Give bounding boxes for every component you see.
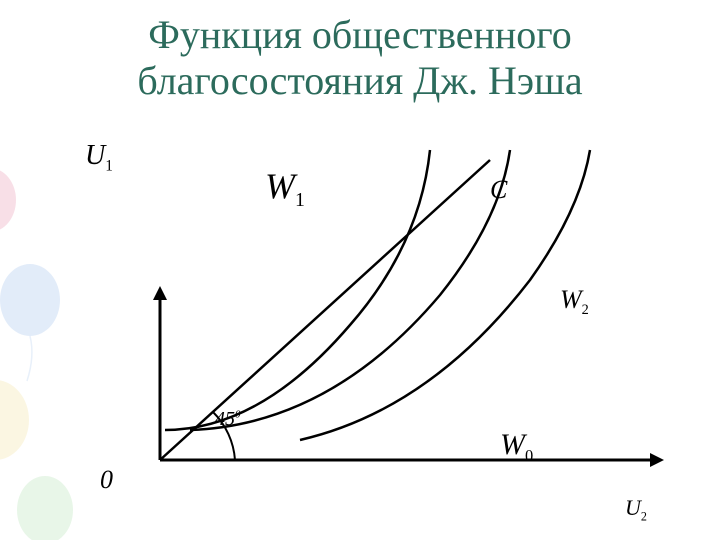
label-origin0: 0 (100, 465, 113, 495)
title-line2: благосостояния Дж. Нэша (137, 58, 582, 103)
nash-welfare-chart: U1W1CW2W00450U2 (70, 150, 710, 540)
label-C: C (490, 175, 507, 205)
ref-line-45 (160, 160, 490, 460)
label-U1: U1 (85, 140, 113, 176)
label-W1: W1 (265, 165, 305, 212)
page-title: Функция общественного благосостояния Дж.… (0, 12, 720, 104)
label-W2: W2 (560, 285, 589, 319)
title-line1: Функция общественного (148, 12, 571, 57)
label-U2: U2 (625, 495, 647, 524)
label-W0: W0 (500, 428, 533, 466)
label-angle45: 450 (215, 408, 241, 431)
